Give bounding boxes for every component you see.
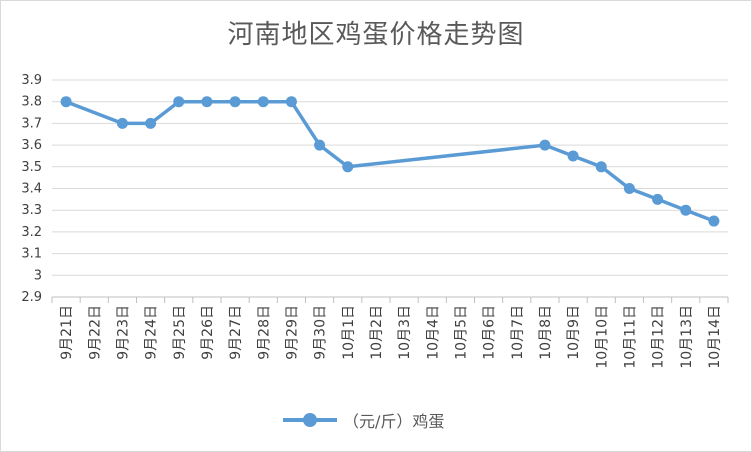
x-tick-label: 10月11日 bbox=[622, 305, 638, 369]
x-tick-label: 10月9日 bbox=[566, 305, 582, 360]
x-tick-label: 9月22日 bbox=[87, 305, 103, 360]
chart-title: 河南地区鸡蛋价格走势图 bbox=[227, 20, 525, 50]
data-point bbox=[342, 161, 354, 173]
x-tick-label: 10月4日 bbox=[425, 305, 441, 360]
data-point bbox=[145, 117, 157, 129]
x-tick-label: 9月21日 bbox=[59, 305, 75, 360]
data-point bbox=[567, 150, 579, 162]
x-tick-label: 9月28日 bbox=[256, 305, 272, 360]
x-tick-label: 10月12日 bbox=[651, 305, 667, 369]
y-tick-label: 3.3 bbox=[21, 203, 42, 218]
series-line bbox=[65, 99, 715, 223]
x-tick-label: 9月23日 bbox=[115, 305, 131, 360]
legend-marker-icon bbox=[283, 408, 337, 432]
x-tick-label: 10月1日 bbox=[341, 305, 357, 360]
data-point bbox=[652, 193, 664, 205]
y-tick-label: 3.1 bbox=[21, 247, 42, 262]
y-tick-label: 3.4 bbox=[21, 182, 42, 197]
x-tick-label: 10月7日 bbox=[510, 305, 526, 360]
data-point bbox=[173, 96, 185, 108]
y-tick-label: 3.5 bbox=[21, 160, 42, 175]
x-tick-label: 10月2日 bbox=[369, 305, 385, 360]
data-point bbox=[285, 96, 297, 108]
data-point bbox=[708, 215, 720, 227]
y-tick-label: 3.2 bbox=[21, 225, 42, 240]
y-tick-label: 3.9 bbox=[21, 73, 42, 88]
x-tick-label: 9月27日 bbox=[228, 305, 244, 360]
data-point bbox=[229, 96, 241, 108]
y-tick-label: 2.9 bbox=[21, 290, 42, 305]
data-point bbox=[60, 96, 72, 108]
data-point bbox=[680, 204, 692, 216]
x-tick-label: 9月24日 bbox=[144, 305, 160, 360]
x-tick-label: 9月30日 bbox=[313, 305, 329, 360]
y-tick-label: 3.6 bbox=[21, 138, 42, 153]
data-point bbox=[595, 161, 607, 173]
data-point bbox=[116, 117, 128, 129]
x-tick-label: 10月14日 bbox=[707, 305, 723, 369]
x-tick-label: 10月8日 bbox=[538, 305, 554, 360]
x-tick-label: 10月5日 bbox=[453, 305, 469, 360]
y-tick-label: 3 bbox=[34, 268, 42, 283]
data-point bbox=[257, 96, 269, 108]
legend-label: （元/斤）鸡蛋 bbox=[343, 412, 445, 431]
data-point bbox=[314, 139, 326, 151]
data-point bbox=[201, 96, 213, 108]
y-tick-label: 3.8 bbox=[21, 95, 42, 110]
data-point bbox=[539, 139, 551, 151]
x-tick-label: 10月13日 bbox=[679, 305, 695, 369]
x-tick-label: 10月3日 bbox=[397, 305, 413, 360]
y-tick-label: 3.7 bbox=[21, 116, 42, 131]
legend: （元/斤）鸡蛋 bbox=[283, 408, 444, 432]
data-point bbox=[623, 183, 635, 194]
x-tick-label: 10月10日 bbox=[594, 305, 610, 369]
x-tick-label: 9月26日 bbox=[200, 305, 216, 360]
x-tick-label: 9月25日 bbox=[172, 305, 188, 360]
x-tick-label: 9月29日 bbox=[284, 305, 300, 360]
x-tick-label: 10月6日 bbox=[482, 305, 498, 360]
